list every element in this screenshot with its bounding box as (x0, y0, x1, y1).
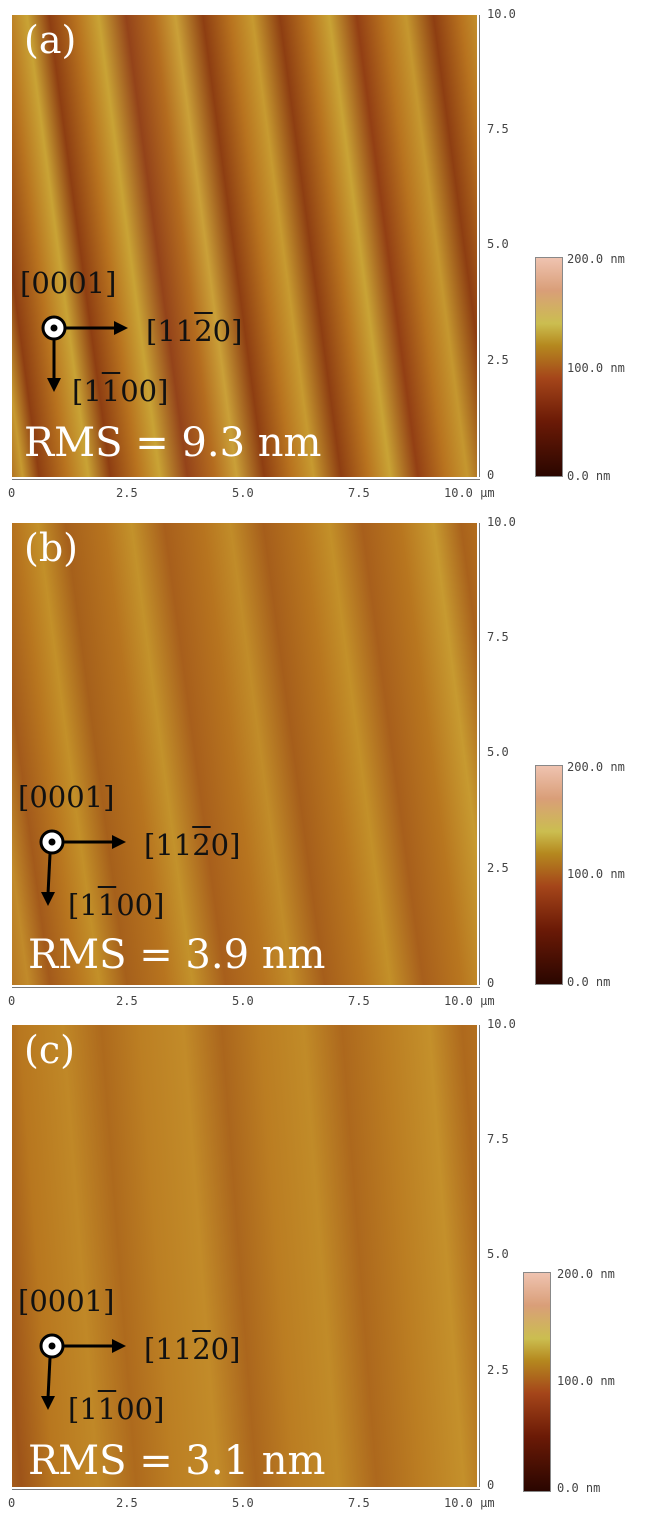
colorbar-mid: 100.0 nm (567, 867, 625, 881)
direction-0001: [0001] (18, 1284, 115, 1318)
colorbar-mid: 100.0 nm (567, 361, 625, 375)
x-tick: 10.0 μm (444, 994, 495, 1008)
dir-y-pre: [1 (72, 374, 102, 408)
afm-image-a (12, 15, 477, 477)
colorbar-max: 200.0 nm (567, 760, 625, 774)
dir-y-post: 00] (116, 1392, 165, 1426)
panel-label: (a) (24, 18, 77, 62)
x-tick: 2.5 (116, 486, 138, 500)
y-tick: 2.5 (487, 353, 509, 367)
dir-y-pre: [1 (68, 1392, 98, 1426)
y-tick: 7.5 (487, 122, 509, 136)
colorbar-min: 0.0 nm (567, 975, 611, 989)
crystal-axes-icon (39, 829, 126, 906)
x-tick: 7.5 (348, 1496, 370, 1510)
x-tick: 7.5 (348, 994, 370, 1008)
panel-label: (c) (24, 1028, 75, 1072)
direction-11-20: [1120] (144, 1332, 240, 1366)
x-axis-line (12, 479, 480, 480)
x-tick: 0 (8, 486, 16, 500)
x-tick: 0 (8, 1496, 16, 1510)
afm-panel-c: (c) [0001] [1120] [1100] RMS = 3.1 nm 10… (0, 1010, 650, 1515)
x-axis-line (12, 1489, 480, 1490)
y-tick: 2.5 (487, 1363, 509, 1377)
colorbar (535, 765, 563, 985)
direction-1-100: [1100] (72, 374, 168, 408)
y-axis-line (479, 1025, 480, 1487)
x-axis-line (12, 987, 480, 988)
y-axis-line (479, 15, 480, 477)
x-tick: 5.0 (232, 994, 254, 1008)
rms-value: RMS = 3.9 nm (28, 932, 326, 978)
dir-x-post: 0] (210, 828, 241, 862)
x-tick: 5.0 (232, 1496, 254, 1510)
dir-x-post: 0] (210, 1332, 241, 1366)
direction-11-20: [1120] (146, 314, 242, 348)
colorbar-max: 200.0 nm (567, 252, 625, 266)
dir-y-post: 00] (116, 888, 165, 922)
dir-x-bar: 2 (192, 828, 211, 862)
panel-label: (b) (24, 526, 78, 570)
y-tick: 7.5 (487, 630, 509, 644)
direction-0001: [0001] (20, 266, 117, 300)
colorbar-max: 200.0 nm (557, 1267, 615, 1281)
y-axis-line (479, 523, 480, 985)
colorbar (523, 1272, 551, 1492)
x-tick: 5.0 (232, 486, 254, 500)
y-tick: 0 (487, 468, 495, 482)
y-tick: 0 (487, 1478, 495, 1492)
colorbar-mid: 100.0 nm (557, 1374, 615, 1388)
colorbar-min: 0.0 nm (557, 1481, 601, 1495)
x-tick: 10.0 μm (444, 486, 495, 500)
y-tick: 7.5 (487, 1132, 509, 1146)
dir-y-bar: 1 (101, 374, 121, 408)
direction-0001: [0001] (18, 780, 115, 814)
rms-value: RMS = 9.3 nm (24, 420, 322, 466)
y-tick: 10.0 (487, 1017, 516, 1031)
direction-11-20: [1120] (144, 828, 240, 862)
y-tick: 2.5 (487, 861, 509, 875)
dir-y-pre: [1 (68, 888, 98, 922)
dir-x-post: 0] (212, 314, 243, 348)
y-tick: 10.0 (487, 515, 516, 529)
y-tick: 5.0 (487, 1247, 509, 1261)
dir-x-pre: [11 (146, 314, 195, 348)
afm-image-c (12, 1025, 477, 1487)
colorbar (535, 257, 563, 477)
afm-panel-b: (b) [0001] [1120] [1100] RMS = 3.9 nm 10… (0, 508, 650, 1013)
afm-surface-a (12, 15, 477, 477)
dir-y-bar: 1 (97, 1392, 117, 1426)
colorbar-min: 0.0 nm (567, 469, 611, 483)
dir-x-bar: 2 (194, 314, 213, 348)
afm-surface-b (12, 523, 477, 985)
y-tick: 0 (487, 976, 495, 990)
dir-x-bar: 2 (192, 1332, 211, 1366)
x-tick: 7.5 (348, 486, 370, 500)
afm-image-b (12, 523, 477, 985)
x-tick: 0 (8, 994, 16, 1008)
rms-value: RMS = 3.1 nm (28, 1438, 326, 1484)
y-tick: 10.0 (487, 7, 516, 21)
dir-y-post: 00] (120, 374, 169, 408)
dir-x-pre: [11 (144, 828, 193, 862)
y-tick: 5.0 (487, 237, 509, 251)
crystal-axes-icon (39, 1333, 126, 1410)
crystal-axes-icon (41, 315, 128, 392)
afm-surface-c (12, 1025, 477, 1487)
x-tick: 10.0 μm (444, 1496, 495, 1510)
x-tick: 2.5 (116, 994, 138, 1008)
direction-1-100: [1100] (68, 888, 164, 922)
y-tick: 5.0 (487, 745, 509, 759)
direction-1-100: [1100] (68, 1392, 164, 1426)
dir-y-bar: 1 (97, 888, 117, 922)
x-tick: 2.5 (116, 1496, 138, 1510)
afm-panel-a: (a) [0001] [1120] [1100] RMS = 9.3 nm 10… (0, 0, 650, 505)
dir-x-pre: [11 (144, 1332, 193, 1366)
